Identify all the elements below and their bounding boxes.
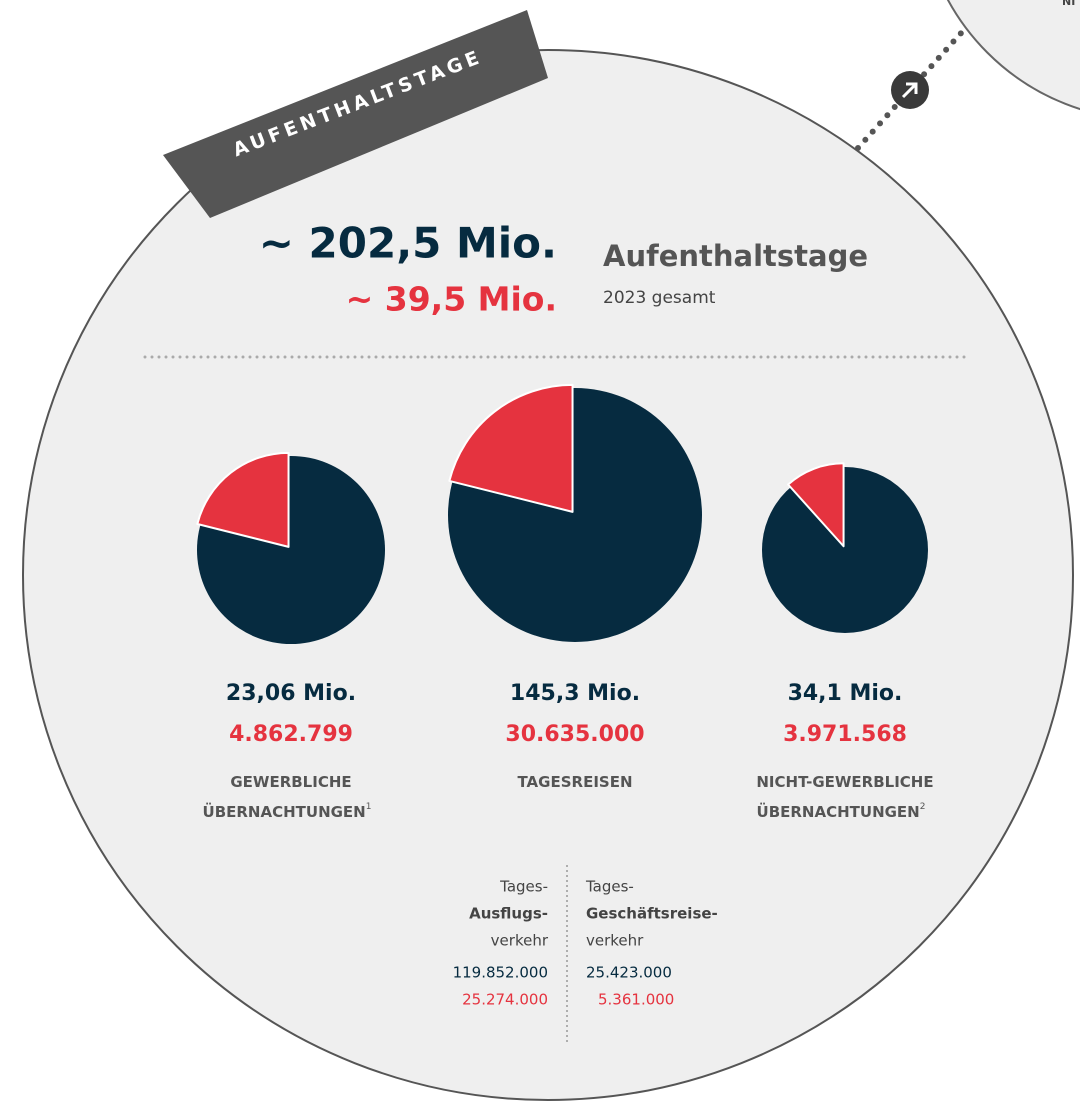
headline-total: ~ 202,5 Mio. bbox=[259, 219, 557, 268]
breakdown-line: verkehr bbox=[586, 932, 644, 950]
breakdown-total: 119.852.000 bbox=[453, 964, 548, 982]
breakdown-line: Geschäftsreise- bbox=[586, 905, 718, 923]
breakdown-part: 25.274.000 bbox=[462, 991, 548, 1009]
breakdown-line: Tages- bbox=[585, 878, 634, 896]
headline-subtitle: 2023 gesamt bbox=[603, 288, 716, 308]
headline-part: ~ 39,5 Mio. bbox=[346, 280, 557, 319]
tab bbox=[163, 10, 548, 218]
pie-category: TAGESREISEN bbox=[517, 773, 632, 791]
neighbor-circle bbox=[946, 0, 1080, 111]
pie-category-line: GEWERBLICHE bbox=[230, 773, 351, 791]
pie-category-line: TAGESREISEN bbox=[517, 773, 632, 791]
pie-category: NICHT-GEWERBLICHE bbox=[756, 773, 933, 791]
pie-part bbox=[196, 451, 290, 548]
breakdown-part: 5.361.000 bbox=[598, 991, 674, 1009]
breakdown-line: Tages- bbox=[499, 878, 548, 896]
pie-category-line: ÜBERNACHTUNGEN bbox=[757, 802, 920, 821]
pie-category: ÜBERNACHTUNGEN2 bbox=[757, 802, 926, 821]
pie-total-label: 23,06 Mio. bbox=[226, 681, 356, 706]
pie-category: ÜBERNACHTUNGEN1 bbox=[203, 802, 372, 821]
pie-part-label: 4.862.799 bbox=[229, 722, 353, 747]
breakdown-total: 25.423.000 bbox=[586, 964, 672, 982]
pie-total bbox=[762, 467, 928, 633]
breakdown-line: Ausflugs- bbox=[469, 905, 548, 923]
pie-total-label: 34,1 Mio. bbox=[788, 681, 903, 706]
pie-category: GEWERBLICHE bbox=[230, 773, 351, 791]
headline-title: Aufenthaltstage bbox=[603, 239, 868, 273]
pie-part bbox=[787, 462, 845, 548]
breakdown-line: verkehr bbox=[491, 932, 549, 950]
arrow-icon bbox=[901, 82, 918, 99]
corner-text: NI bbox=[1062, 0, 1075, 8]
footnote: 2 bbox=[920, 802, 926, 812]
pie-category-line: NICHT-GEWERBLICHE bbox=[756, 773, 933, 791]
pie-part bbox=[448, 383, 574, 513]
pie-total-label: 145,3 Mio. bbox=[510, 681, 640, 706]
pie-category-line: ÜBERNACHTUNGEN bbox=[203, 802, 366, 821]
footnote: 1 bbox=[366, 802, 372, 812]
pie-part-label: 3.971.568 bbox=[783, 722, 907, 747]
pie-part-label: 30.635.000 bbox=[505, 722, 644, 747]
